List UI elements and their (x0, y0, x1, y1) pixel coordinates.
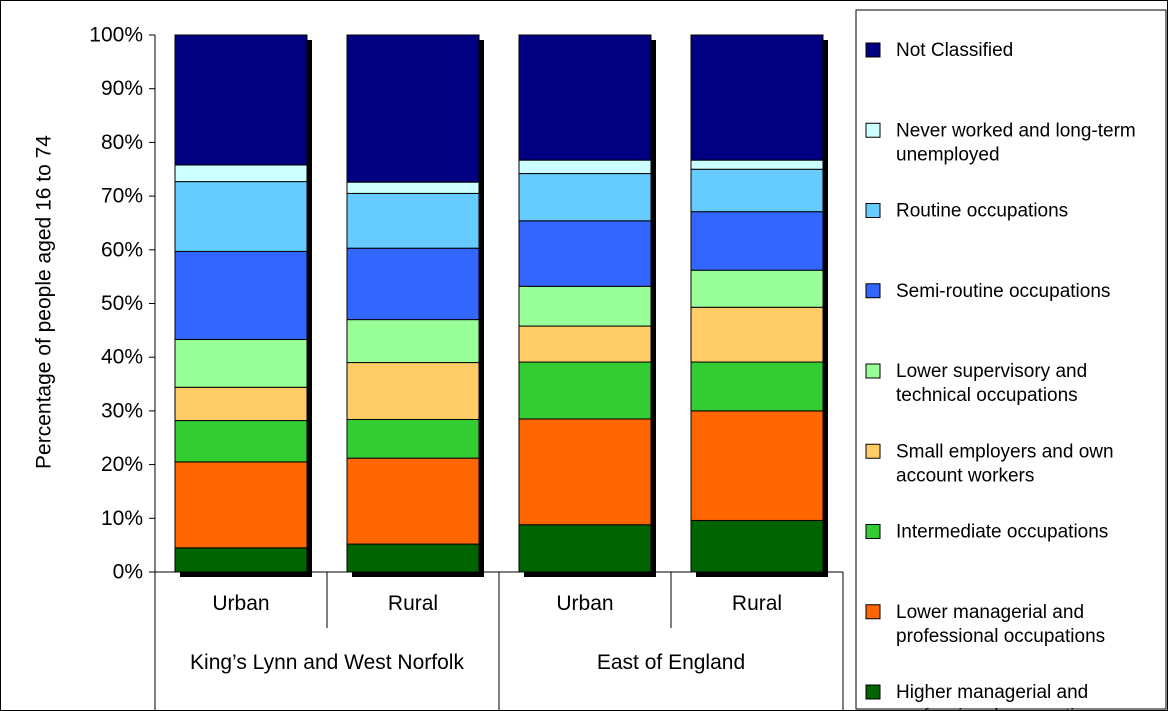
axes: 0% 10% 20% 30% 40% 50% 60% 70% 80% 90% 100% Urban Ru… (89, 24, 844, 711)
bar-segment-7-cat-1 (174, 181, 308, 252)
bar-segment-6-cat-4 (690, 211, 824, 271)
legend-label: Lower supervisory and technical occupatio… (896, 361, 1087, 406)
legend-swatch (865, 122, 881, 138)
bar-segment-7-cat-2 (346, 192, 480, 249)
bar-segment-8-cat-1 (174, 164, 308, 183)
y-tick-label: 50% (101, 292, 143, 315)
legend-box (855, 9, 1167, 710)
bar-segment-2-cat-1 (174, 461, 308, 549)
legend-swatch (865, 283, 881, 299)
legend-label: Small employers and own account workers (896, 441, 1114, 486)
bar-segment-3-cat-4 (690, 361, 824, 412)
y-tick-label: 80% (101, 131, 143, 154)
bar-segment-9-cat-3 (518, 34, 652, 161)
bar-segment-1-cat-4 (690, 519, 824, 573)
bar-segment-3-cat-3 (518, 361, 652, 420)
legend-swatch (865, 443, 881, 459)
legend-label: Routine occupations (896, 200, 1068, 221)
bar-segment-9-cat-4 (690, 34, 824, 161)
legend-swatch (865, 524, 881, 539)
legend-label: Lower managerial and professional occupat… (896, 601, 1105, 646)
legend-swatch (865, 604, 881, 620)
legend-swatch (865, 203, 881, 218)
legend-swatch (865, 363, 881, 379)
y-tick-label: 10% (101, 507, 143, 530)
bar-segment-5-cat-2 (346, 319, 480, 364)
bar-segment-6-cat-1 (174, 250, 308, 340)
y-tick-label: 20% (101, 453, 143, 476)
legend-swatch (865, 42, 881, 58)
y-tick-label: 0% (113, 561, 143, 584)
bar-segment-5-cat-4 (690, 269, 824, 308)
y-tick-label: 70% (101, 185, 143, 208)
bar-segment-9-cat-1 (174, 34, 308, 166)
bar-segment-6-cat-2 (346, 247, 480, 321)
bar-segment-7-cat-4 (690, 168, 824, 213)
bar-segment-2-cat-4 (690, 410, 824, 521)
bar-segment-5-cat-1 (174, 338, 308, 388)
bar-segment-2-cat-2 (346, 457, 480, 545)
legend-label: Never worked and long-term unemployed (896, 120, 1136, 165)
bar-segment-3-cat-2 (346, 418, 480, 459)
y-tick-label: 40% (101, 346, 143, 369)
legend-swatch (865, 684, 881, 700)
legend-label: Intermediate occupations (896, 521, 1108, 542)
bar-segment-4-cat-3 (518, 325, 652, 363)
bar-segment-3-cat-1 (174, 420, 308, 463)
y-tick-label: 100% (89, 24, 143, 47)
legend: Not Classified Never worked and long-term… (855, 9, 1167, 711)
bar-segment-1-cat-3 (518, 524, 652, 573)
category-label: Urban (212, 592, 269, 615)
y-tick-label: 60% (101, 238, 143, 261)
bar-segment-2-cat-3 (518, 418, 652, 526)
category-label: Urban (556, 592, 613, 615)
bar-segment-4-cat-4 (690, 306, 824, 363)
bar-segment-9-cat-2 (346, 34, 480, 183)
legend-label: Semi-routine occupations (896, 280, 1110, 301)
bar-segment-8-cat-3 (518, 159, 652, 175)
y-axis-title: Percentage of people aged 16 to 74 (33, 135, 56, 469)
y-tick-label: 30% (101, 399, 143, 422)
legend-label: Not Classified (896, 40, 1013, 61)
bar-segment-7-cat-3 (518, 173, 652, 222)
bar-segment-4-cat-1 (174, 386, 308, 422)
bar-segment-6-cat-3 (518, 220, 652, 287)
category-label: Rural (732, 592, 782, 615)
bar-segment-1-cat-2 (346, 543, 480, 573)
group-label: King’s Lynn and West Norfolk (190, 651, 464, 674)
bar-segment-8-cat-2 (346, 181, 480, 194)
bar-segment-5-cat-3 (518, 285, 652, 327)
plot-area (174, 34, 828, 577)
category-label: Rural (388, 592, 438, 615)
bar-segment-4-cat-2 (346, 362, 480, 420)
bar-segment-8-cat-4 (690, 159, 824, 170)
bar-segment-1-cat-1 (174, 547, 308, 573)
group-label: East of England (597, 651, 745, 674)
y-tick-label: 90% (101, 77, 143, 100)
